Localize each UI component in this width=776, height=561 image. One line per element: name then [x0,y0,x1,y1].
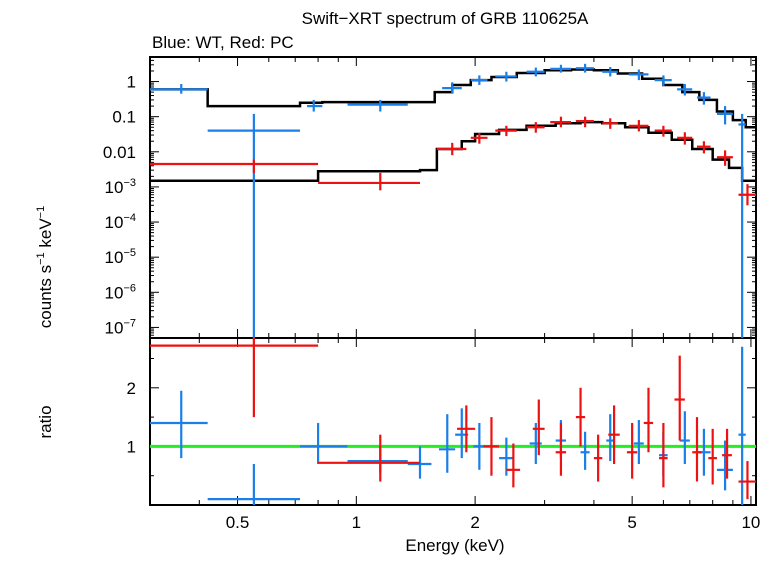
x-tick-label-3: 5 [627,513,636,532]
chart-subtitle: Blue: WT, Red: PC [152,33,294,52]
y-axis-title-unit-kev: keV [36,218,55,253]
y-tick-label-spectrum-1: 0.1 [112,108,136,127]
x-tick-label-4: 10 [741,513,760,532]
y-tick-label-ratio-0: 1 [127,437,136,456]
chart-title: Swift−XRT spectrum of GRB 110625A [302,9,589,28]
y-tick-label-spectrum-2: 0.01 [103,143,136,162]
x-tick-label-2: 2 [470,513,479,532]
model-curve-wt [150,68,756,129]
y-tick-label-ratio-1: 2 [127,379,136,398]
spectrum-series-wt [150,63,746,338]
y-tick-label-spectrum-3: 10−3 [105,177,136,197]
y-axis-title-spectrum: counts s−1 keV−1 [35,206,55,328]
x-tick-label-1: 1 [352,513,361,532]
y-tick-label-spectrum-6: 10−6 [105,282,136,302]
y-tick-label-spectrum-4: 10−4 [105,212,136,232]
y-axis-title-unit-counts: counts s [36,265,55,328]
y-axis-title-ratio: ratio [36,405,55,438]
spectrum-series-pc [150,116,756,206]
x-tick-label-0: 0.5 [226,513,250,532]
ratio-series-pc [150,338,756,500]
spectrum-plot-frame [149,56,757,339]
y-tick-label-spectrum-5: 10−5 [105,247,136,267]
x-axis-title: Energy (keV) [405,536,504,555]
model-curve-pc [150,120,756,182]
y-axis-title-exp2: −1 [35,206,47,219]
y-tick-label-spectrum-7: 10−7 [105,317,136,337]
y-axis-title-exp1: −1 [35,252,47,265]
ratio-series-wt [150,346,746,505]
y-tick-label-spectrum-0: 1 [127,73,136,92]
ratio-plot-frame [149,337,757,506]
